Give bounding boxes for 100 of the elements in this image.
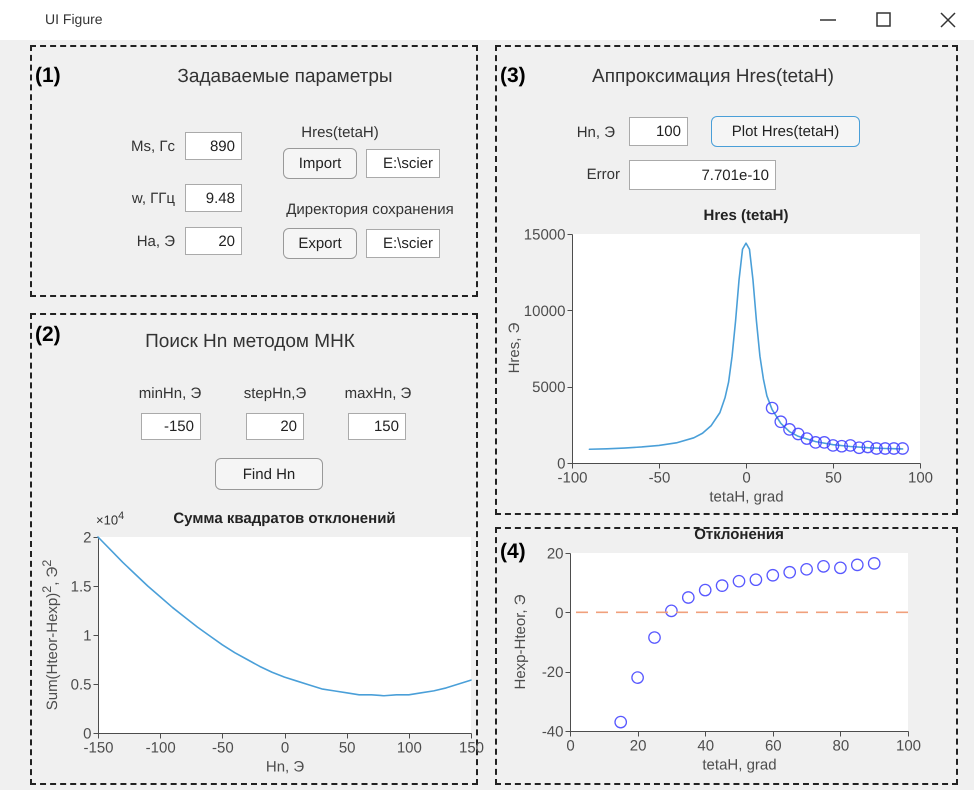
point [716, 579, 728, 592]
text: E:\scier [366, 149, 440, 178]
point [783, 566, 796, 579]
text: 20 [246, 413, 304, 440]
text: 100 [629, 117, 688, 146]
x-tick-label: 0 [742, 470, 751, 486]
point [774, 415, 788, 428]
chart-title: Отклонения [694, 526, 784, 543]
x-tick-label: 150 [458, 740, 484, 756]
text: 150 [348, 413, 406, 440]
text: w, ГГц [132, 190, 175, 208]
x-tick-label: 100 [396, 740, 422, 756]
point [800, 562, 813, 576]
text: ×10$^{4}$ [96, 510, 124, 528]
point [861, 440, 874, 454]
text: minHn, Э [138, 385, 202, 402]
text: E:\scier [366, 229, 440, 258]
y-tick-label: 1.5 [70, 578, 92, 596]
line-series [97, 536, 472, 697]
x-axis-title: tetaH, grad [709, 488, 784, 506]
x-tick-label: 0 [280, 740, 290, 756]
point [766, 402, 778, 414]
point [817, 560, 830, 573]
text: Задаваемые параметры [177, 66, 393, 88]
x-tick-label: -50 [648, 470, 670, 486]
text: 9.48 [185, 184, 242, 212]
x-tick-label: 20 [630, 738, 646, 754]
point [698, 584, 712, 596]
text: Директория сохранения [286, 201, 454, 218]
text: (2) [35, 323, 61, 348]
text: (3) [500, 64, 526, 88]
text: 20 [185, 227, 242, 255]
x-axis-title: tetaH, grad [702, 756, 777, 774]
x-tick-label: -150 [83, 740, 114, 756]
x-tick-label: 60 [764, 738, 782, 754]
x-tick-label: 50 [825, 470, 842, 486]
x-tick-label: -100 [557, 470, 588, 486]
y-axis-title: Hexp-Hteor, Э [512, 594, 529, 690]
point [868, 557, 881, 570]
text: 890 [185, 132, 242, 160]
x-tick-label: 80 [832, 738, 850, 754]
chart-title: Сумма квадратов отклонений [173, 510, 396, 527]
point [614, 716, 628, 728]
x-axis-title: Hn, Э [266, 758, 304, 776]
text: Hn, Э [576, 124, 615, 142]
point [834, 561, 847, 574]
y-tick-label: 1 [83, 628, 92, 644]
point [800, 432, 814, 445]
x-tick-label: 50 [338, 740, 356, 756]
y-tick-label: -40 [542, 724, 564, 740]
point [844, 439, 857, 452]
point [818, 436, 831, 449]
chart-title: Hres (tetaH) [703, 207, 789, 224]
y-tick-label: 20 [546, 546, 564, 562]
x-tick-label: -50 [212, 740, 234, 756]
point [750, 573, 762, 586]
x-tick-label: -100 [146, 740, 176, 756]
y-tick-label: 0 [555, 604, 564, 622]
x-tick-label: 100 [908, 470, 934, 486]
text: Import [283, 148, 357, 179]
point [870, 442, 883, 455]
text: UI Figure [45, 11, 103, 28]
point [648, 631, 661, 644]
text: Hres(tetaH) [301, 124, 379, 142]
point [888, 442, 900, 455]
text: 7.701e-10 [629, 160, 776, 190]
x-tick-label: 100 [896, 738, 922, 754]
y-axis-title: Hres, Э [506, 322, 523, 374]
line-series [588, 242, 904, 450]
text: Поиск Hn методом МНК [145, 331, 355, 353]
point [826, 439, 840, 452]
text: Find Hn [215, 458, 323, 490]
point [852, 441, 866, 454]
text: -150 [141, 413, 201, 440]
y-tick-label: 2 [83, 530, 92, 546]
point [835, 440, 848, 453]
point [896, 442, 909, 455]
point [631, 671, 644, 684]
point [783, 423, 796, 436]
point [850, 558, 864, 572]
point [809, 436, 822, 449]
y-tick-label: -20 [542, 664, 564, 682]
point [732, 574, 746, 588]
point [766, 568, 780, 582]
text: (4) [500, 540, 526, 564]
text: Export [283, 228, 357, 259]
text: Ms, Гс [131, 138, 175, 156]
text: Аппроксимация Hres(tetaH) [592, 66, 834, 88]
y-tick-label: 10000 [524, 302, 566, 320]
y-tick-label: 0.5 [70, 676, 92, 694]
x-tick-label: 40 [697, 738, 714, 754]
point [682, 591, 695, 604]
y-tick-label: 5000 [532, 379, 566, 396]
point [792, 428, 805, 440]
point [665, 604, 678, 618]
y-tick-label: 0 [83, 726, 92, 742]
text: (1) [35, 64, 61, 88]
point [878, 442, 892, 455]
text: Plot Hres(tetaH) [711, 116, 860, 147]
y-tick-label: 0 [557, 456, 566, 472]
